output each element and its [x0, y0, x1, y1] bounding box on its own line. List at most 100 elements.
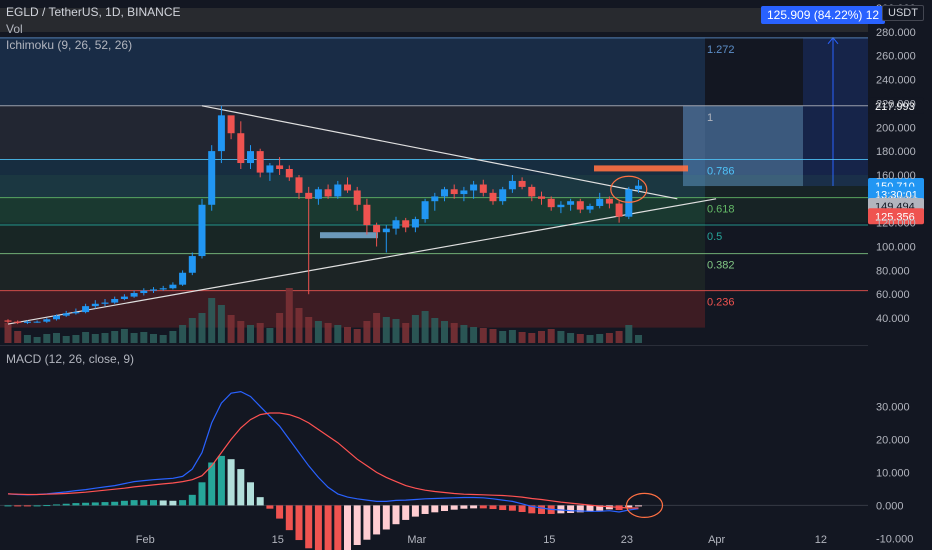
macd-tick-label: 10.000 — [876, 467, 910, 479]
macd-histogram-bar — [91, 502, 99, 506]
volume-bar — [140, 332, 148, 343]
pane-separator[interactable] — [0, 345, 868, 346]
candle-body — [82, 306, 90, 313]
volume-indicator-label: Vol — [6, 22, 23, 36]
macd-histogram-bar — [499, 505, 507, 511]
volume-bar — [179, 325, 187, 343]
volume-bar — [53, 333, 60, 343]
candle-body — [111, 298, 119, 303]
volume-bar — [247, 325, 254, 343]
candle-body — [373, 225, 381, 233]
candle-body — [285, 169, 293, 178]
macd-histogram-bar — [479, 505, 487, 509]
fib-zone-1 — [0, 105, 705, 160]
macd-histogram-bar — [53, 504, 60, 506]
time-tick-label: 15 — [272, 534, 284, 546]
price-tick-label: 120.000 — [876, 218, 916, 230]
candle-body — [314, 189, 322, 199]
macd-highlight-circle — [625, 492, 664, 518]
candle-body — [4, 320, 12, 322]
price-tick-label: 100.000 — [876, 242, 916, 254]
price-tick-label: 220.000 — [876, 98, 916, 110]
volume-bar — [43, 334, 51, 343]
macd-histogram-bar — [305, 505, 313, 549]
candle-body — [635, 185, 642, 190]
volume-bar — [470, 327, 478, 343]
candle-body — [586, 205, 594, 210]
macd-histogram-bar — [62, 503, 70, 506]
macd-histogram-bar — [625, 505, 633, 508]
volume-bar — [150, 334, 157, 343]
macd-histogram-bar — [82, 502, 90, 506]
candle-body — [489, 192, 497, 202]
highlight-circle — [610, 175, 648, 203]
macd-histogram-bar — [169, 500, 177, 506]
macd-histogram-bar — [111, 501, 119, 506]
volume-bar — [373, 313, 381, 343]
supply-zone — [594, 165, 688, 172]
candle-body — [91, 303, 99, 307]
candle-body — [295, 177, 303, 193]
volume-bar — [625, 325, 633, 343]
measure-projection-shape — [803, 37, 868, 187]
price-tag-4 — [868, 208, 924, 225]
volume-bar — [334, 325, 342, 343]
volume-bar — [421, 311, 429, 343]
volume-bar — [14, 331, 22, 343]
macd-histogram-bar — [285, 505, 293, 531]
macd-histogram-bar — [179, 500, 187, 506]
macd-histogram-bar — [421, 505, 429, 514]
candle-body — [140, 290, 148, 294]
price-tick-label: 240.000 — [876, 75, 916, 87]
candle-body — [615, 203, 623, 217]
macd-histogram-bar — [314, 505, 322, 550]
candle-body — [528, 186, 536, 197]
macd-histogram-bar — [441, 505, 448, 512]
fib-label-5: 0.382 — [707, 260, 735, 272]
volume-bar — [489, 329, 497, 343]
macd-histogram-bar — [256, 497, 264, 506]
price-tag-0 — [868, 97, 924, 114]
volume-bar — [169, 331, 177, 343]
volume-bar — [557, 331, 565, 343]
fib-label-2: 0.786 — [707, 165, 735, 177]
price-tag-text-4: 125.356 — [875, 211, 915, 223]
volume-bar — [276, 313, 284, 343]
volume-bar — [62, 336, 70, 343]
volume-bar — [295, 308, 303, 343]
volume-bar — [635, 335, 642, 343]
macd-histogram-bar — [353, 505, 361, 545]
volume-bar — [392, 319, 400, 343]
macd-histogram-bar — [295, 505, 303, 541]
candle-body — [266, 165, 274, 173]
time-tick-label: Apr — [708, 534, 725, 546]
macd-histogram-bar — [23, 505, 31, 507]
candle-body — [557, 204, 565, 208]
candle-body — [72, 312, 80, 314]
candle-body — [256, 151, 264, 173]
macd-histogram-bar — [324, 505, 332, 550]
candle-body — [23, 321, 31, 323]
macd-histogram-bar — [33, 505, 41, 507]
macd-histogram-bar — [605, 505, 613, 510]
volume-bar — [547, 329, 555, 343]
fib-zone-1272 — [0, 37, 705, 106]
volume-bar — [314, 321, 322, 343]
volume-bar — [518, 332, 526, 343]
candle-body — [208, 151, 216, 205]
macd-histogram-bar — [382, 505, 390, 530]
volume-bar — [227, 315, 235, 343]
time-tick-label: Feb — [136, 534, 155, 546]
volume-bar — [363, 321, 371, 343]
candle-body — [596, 198, 604, 206]
candle-body — [217, 115, 225, 152]
candle-body — [441, 189, 448, 197]
volume-bar — [305, 317, 313, 343]
macd-histogram-bar — [392, 505, 400, 525]
candle-body — [625, 189, 633, 217]
candle-body — [305, 192, 313, 199]
volume-bar — [479, 328, 487, 343]
candle-body — [179, 272, 187, 285]
